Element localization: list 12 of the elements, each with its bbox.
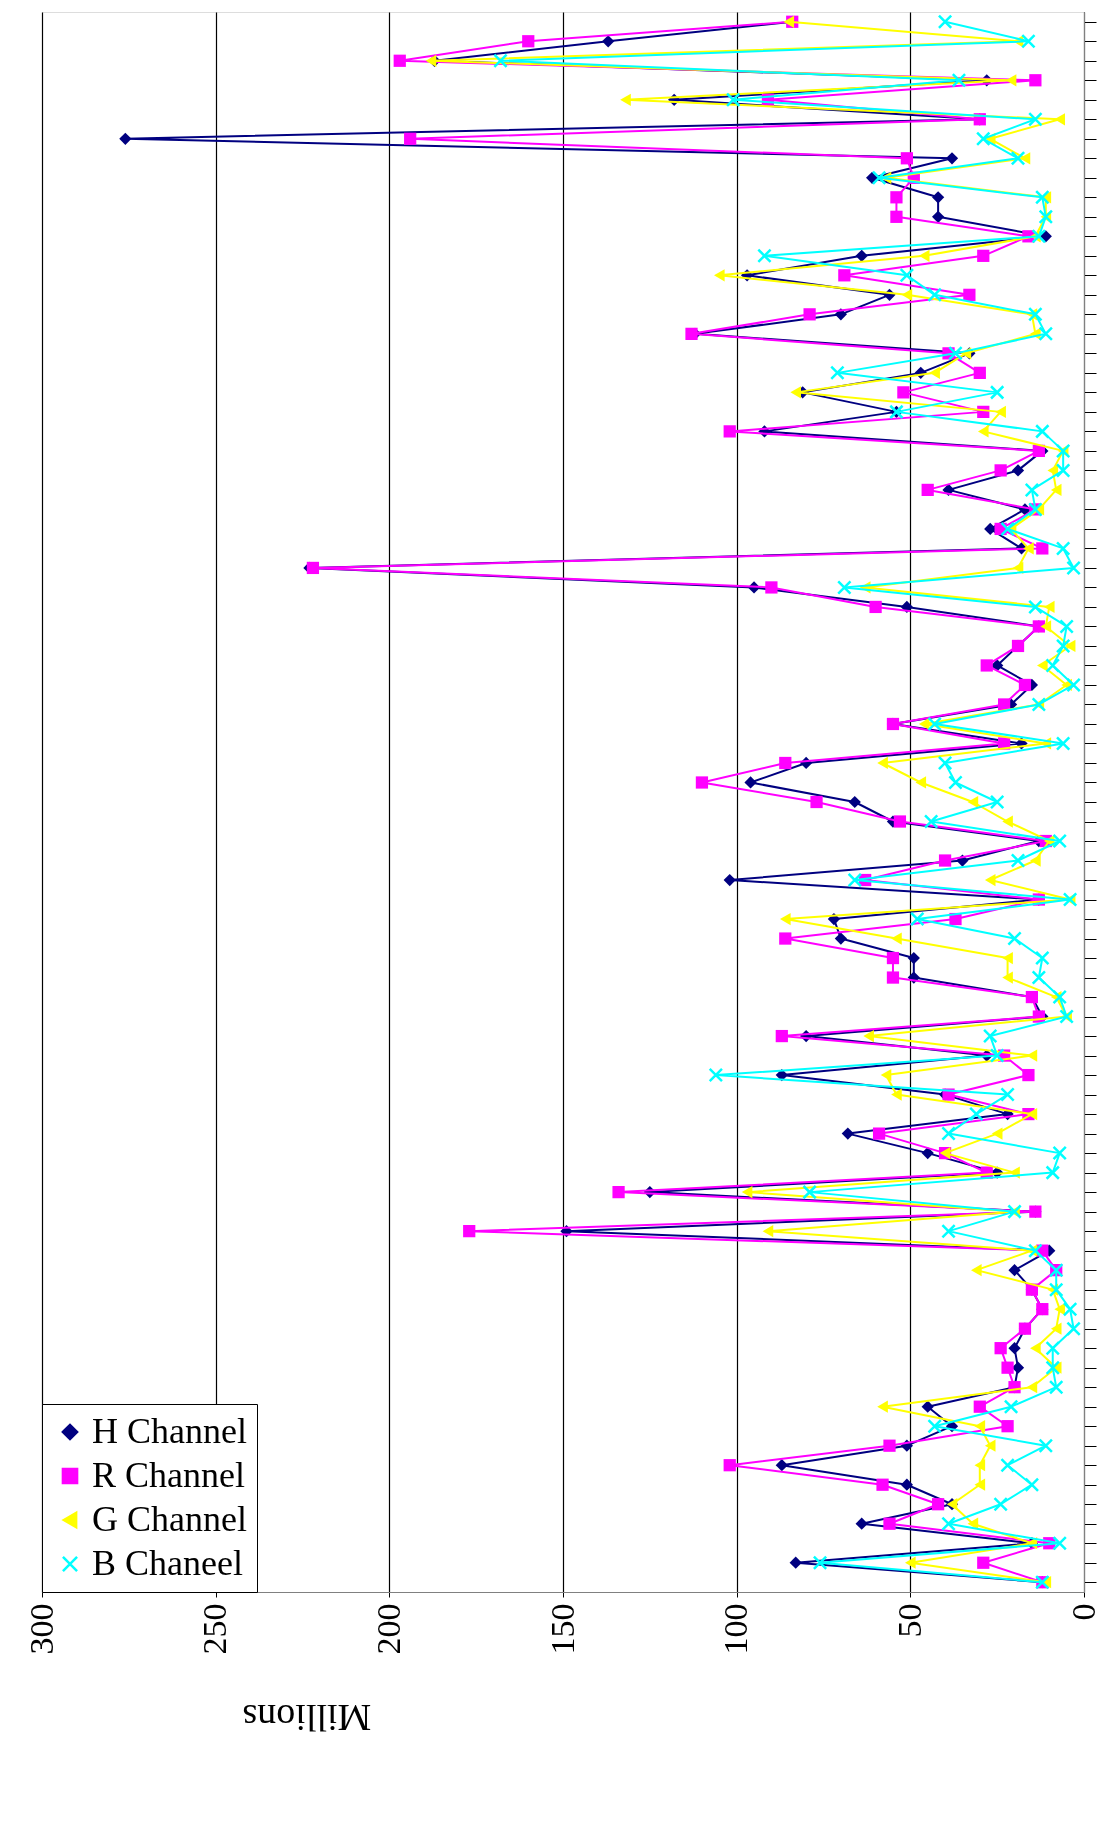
x-tick-label: 200: [369, 1603, 407, 1655]
x-tick-label: 0: [1064, 1603, 1102, 1621]
legend-label: G Channel: [92, 1499, 247, 1539]
legend-label: H Channel: [92, 1411, 247, 1451]
x-tick-label: 50: [890, 1603, 928, 1638]
x-axis-title: Millions: [242, 1696, 372, 1739]
x-tick-label: 250: [196, 1603, 234, 1655]
x-tick-label: 300: [22, 1603, 60, 1655]
x-tick-label: 150: [543, 1603, 581, 1655]
x-tick-label: 100: [717, 1603, 755, 1655]
legend-label: B Chaneel: [92, 1543, 243, 1583]
legend-label: R Channel: [92, 1455, 245, 1495]
